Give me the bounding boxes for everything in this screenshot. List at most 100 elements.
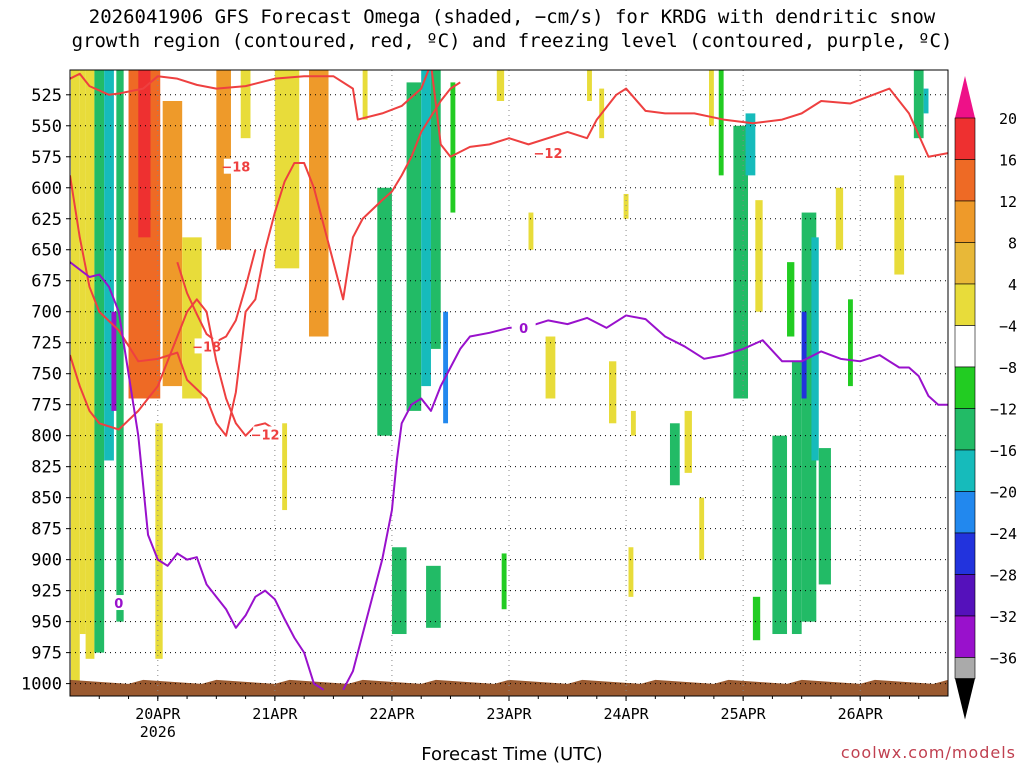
- x-tick-label: 26APR: [838, 705, 884, 723]
- colorbar-swatch: [954, 325, 976, 368]
- colorbar-label: −28: [990, 567, 1017, 585]
- omega-cell: [377, 187, 392, 436]
- colorbar-label: 16: [999, 152, 1017, 170]
- omega-shading: [70, 70, 929, 684]
- omega-cell: [162, 100, 183, 387]
- omega-cell: [818, 448, 831, 585]
- omega-cell: [94, 70, 105, 653]
- omega-cell: [182, 237, 202, 399]
- x-tick-sublabel: 2026: [140, 723, 176, 741]
- colorbar-swatch: [954, 242, 976, 285]
- omega-cell: [155, 423, 163, 659]
- freezing-contour: [70, 261, 325, 691]
- dendritic-contour-label: −12: [534, 147, 563, 162]
- x-tick-label: 20APR: [135, 705, 181, 723]
- x-tick-label: 24APR: [603, 705, 649, 723]
- omega-cell: [787, 262, 795, 337]
- x-tick-label: 21APR: [252, 705, 298, 723]
- dendritic-contour-label-bg: [536, 145, 561, 161]
- omega-cell: [684, 410, 692, 473]
- colorbar-label: 20: [999, 110, 1017, 128]
- colorbar-label: −4: [999, 318, 1017, 336]
- x-axis-title: Forecast Time (UTC): [421, 744, 603, 765]
- omega-cell: [894, 175, 905, 275]
- dendritic-contour-label: −18: [221, 161, 250, 176]
- omega-cell: [923, 88, 929, 114]
- y-tick-label: 800: [31, 427, 62, 447]
- dendritic-contour-label-bg: [253, 426, 278, 442]
- omega-cell: [406, 82, 422, 411]
- ground-surface: [70, 679, 948, 696]
- omega-cell: [282, 423, 288, 511]
- omega-cell: [85, 70, 95, 659]
- x-tick-label: 25APR: [721, 705, 767, 723]
- omega-cell: [699, 497, 705, 560]
- colorbar-label: −16: [990, 442, 1017, 460]
- colorbar-label: −8: [999, 359, 1017, 377]
- omega-cell: [79, 70, 86, 635]
- dendritic-contour-label: −18: [192, 340, 221, 355]
- omega-cell: [496, 70, 505, 101]
- y-tick-label: 875: [31, 520, 62, 540]
- y-tick-label: 625: [31, 210, 62, 230]
- contour-lines: −12 −18 −18 −12 0 0: [70, 70, 948, 691]
- y-tick-label: 775: [31, 396, 62, 416]
- omega-cell: [913, 70, 924, 139]
- colorbar-label: 8: [1008, 235, 1017, 253]
- x-tick-label: 22APR: [369, 705, 415, 723]
- y-tick-label: 575: [31, 148, 62, 168]
- colorbar-swatch: [954, 574, 976, 617]
- colorbar-swatch: [954, 615, 976, 658]
- colorbar-label: −20: [990, 484, 1017, 502]
- omega-cell: [608, 361, 617, 424]
- omega-cell: [791, 361, 802, 635]
- colorbar-swatch: [954, 200, 976, 243]
- omega-cell: [391, 547, 407, 635]
- credit-link[interactable]: coolwx.com/models: [840, 743, 1016, 762]
- y-tick-label: 600: [31, 179, 62, 199]
- omega-cell: [772, 435, 788, 635]
- omega-cell: [274, 70, 300, 269]
- omega-cell: [587, 70, 592, 101]
- x-tick-label: 23APR: [486, 705, 532, 723]
- omega-cell: [623, 193, 629, 219]
- colorbar-swatch: [954, 159, 976, 202]
- colorbar-swatch: [954, 449, 976, 492]
- colorbar-over-triangle: [955, 76, 975, 118]
- freezing-contour-label-bg: [511, 319, 536, 335]
- colorbar-swatch: [954, 366, 976, 409]
- omega-cell: [443, 311, 449, 424]
- omega-cell: [745, 113, 756, 176]
- colorbar-swatch: [954, 283, 976, 326]
- y-tick-label: 675: [31, 272, 62, 292]
- omega-cell: [835, 187, 844, 250]
- dendritic-contour-label: −12: [251, 428, 280, 443]
- colorbar-under-triangle: [955, 678, 975, 720]
- y-tick-label: 900: [31, 551, 62, 571]
- chart-title-line-2: growth region (contoured, red, ºC) and f…: [71, 30, 953, 52]
- colorbar-label: 12: [999, 193, 1017, 211]
- omega-cell: [240, 70, 251, 139]
- y-tick-label: 650: [31, 241, 62, 261]
- omega-cell: [138, 70, 151, 238]
- dendritic-contour: [70, 81, 461, 437]
- omega-cell: [669, 423, 680, 486]
- omega-cell: [216, 70, 231, 250]
- omega-cell: [104, 70, 114, 461]
- omega-cell: [501, 553, 507, 610]
- omega-cell: [528, 212, 534, 250]
- freezing-contour-label: 0: [519, 322, 528, 337]
- omega-cell: [70, 70, 80, 684]
- y-axis: 525 550 575 600 625 650 675 700 725 750 775 800 825 8…: [21, 86, 70, 695]
- omega-cell: [545, 336, 556, 399]
- omega-cell: [111, 311, 119, 411]
- y-tick-label: 925: [31, 582, 62, 602]
- chart-title-line-1: 2026041906 GFS Forecast Omega (shaded, −…: [88, 6, 936, 28]
- colorbar-label: 4: [1008, 276, 1017, 294]
- colorbar-swatch: [954, 532, 976, 575]
- colorbar-label: −12: [990, 401, 1017, 419]
- y-tick-label: 525: [31, 86, 62, 106]
- y-tick-label: 725: [31, 334, 62, 354]
